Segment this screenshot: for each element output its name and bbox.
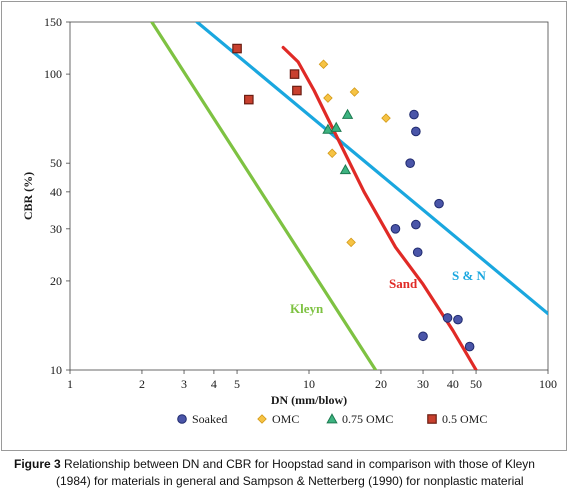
soaked-point bbox=[411, 126, 421, 137]
omc-point bbox=[346, 237, 356, 248]
legend-item-soaked: Soaked bbox=[177, 412, 227, 426]
y-tick-label: 40 bbox=[50, 185, 62, 199]
legend-item-omc-075: 0.75 OMC bbox=[326, 412, 393, 426]
soaked-point bbox=[442, 313, 453, 323]
soaked-point bbox=[409, 109, 419, 120]
y-tick-label: 100 bbox=[44, 67, 62, 81]
x-tick-label: 5 bbox=[234, 377, 240, 391]
legend-marker bbox=[257, 414, 267, 424]
omc-05-point bbox=[289, 69, 300, 79]
soaked-point bbox=[405, 158, 415, 168]
kleyn-line-label: Kleyn bbox=[290, 301, 324, 316]
x-tick-label: 1 bbox=[67, 377, 73, 391]
soaked-point bbox=[412, 247, 423, 258]
kleyn-line bbox=[150, 22, 378, 370]
soaked-point bbox=[464, 341, 475, 352]
y-tick-label: 20 bbox=[50, 274, 62, 288]
legend-marker bbox=[177, 414, 187, 424]
omc-05-point bbox=[292, 85, 302, 96]
y-axis-title: CBR (%) bbox=[21, 172, 35, 220]
figure-caption: Figure 3 Relationship between DN and CBR… bbox=[14, 456, 566, 490]
dn-cbr-chart: 1 2 3 4 5 10 20 30 40 50 100 10 20 30 40 50 100 150 DN (mm… bbox=[21, 15, 557, 426]
x-tick-label: 2 bbox=[139, 377, 145, 391]
x-tick-label: 20 bbox=[375, 377, 387, 391]
x-tick-label: 3 bbox=[181, 377, 187, 391]
sn-line-label: S & N bbox=[452, 268, 487, 283]
y-tick-label: 10 bbox=[50, 363, 62, 377]
omc-075-point bbox=[339, 163, 352, 175]
sampson-netterberg-line bbox=[195, 22, 548, 316]
x-tick-label: 10 bbox=[303, 377, 315, 391]
legend-item-omc-05: 0.5 OMC bbox=[427, 412, 487, 426]
legend-marker bbox=[427, 414, 437, 424]
soaked-point bbox=[418, 331, 428, 342]
omc-075-point bbox=[330, 121, 342, 132]
caption-text-line1: Relationship between DN and CBR for Hoop… bbox=[64, 457, 535, 471]
soaked-point bbox=[453, 314, 463, 325]
caption-figure-number: Figure 3 bbox=[14, 457, 61, 471]
sand-line-label: Sand bbox=[389, 276, 418, 291]
omc-05-point bbox=[244, 94, 254, 105]
hoopstad-sand-line bbox=[281, 45, 478, 370]
omc-point bbox=[323, 93, 333, 103]
x-axis-title: DN (mm/blow) bbox=[271, 393, 347, 407]
omc-05-point bbox=[232, 43, 242, 54]
caption-text-line2: (1984) for materials in general and Samp… bbox=[56, 474, 524, 488]
y-tick-label: 50 bbox=[50, 156, 62, 170]
soaked-point bbox=[411, 219, 421, 230]
plot-lines-group bbox=[150, 22, 548, 370]
omc-point bbox=[349, 87, 360, 97]
plot-area-border bbox=[69, 21, 549, 371]
omc-point bbox=[381, 113, 391, 123]
legend-item-omc: OMC bbox=[257, 412, 299, 426]
legend-label: 0.5 OMC bbox=[442, 412, 487, 426]
legend-label: OMC bbox=[272, 412, 299, 426]
omc-075-point bbox=[322, 123, 334, 134]
soaked-point bbox=[434, 198, 444, 209]
x-tick-label: 30 bbox=[417, 377, 429, 391]
omc-075-point bbox=[341, 108, 354, 119]
legend-label: 0.75 OMC bbox=[342, 412, 393, 426]
x-tick-label: 40 bbox=[447, 377, 459, 391]
x-tick-label: 100 bbox=[539, 377, 557, 391]
soaked-point bbox=[390, 224, 401, 234]
y-tick-label: 150 bbox=[44, 15, 62, 29]
omc-point bbox=[327, 148, 337, 159]
x-tick-label: 4 bbox=[211, 377, 217, 391]
omc-point bbox=[318, 59, 329, 69]
y-tick-label: 30 bbox=[50, 222, 62, 236]
x-tick-label: 50 bbox=[470, 377, 482, 391]
legend-marker bbox=[326, 413, 338, 424]
legend-label: Soaked bbox=[192, 412, 227, 426]
